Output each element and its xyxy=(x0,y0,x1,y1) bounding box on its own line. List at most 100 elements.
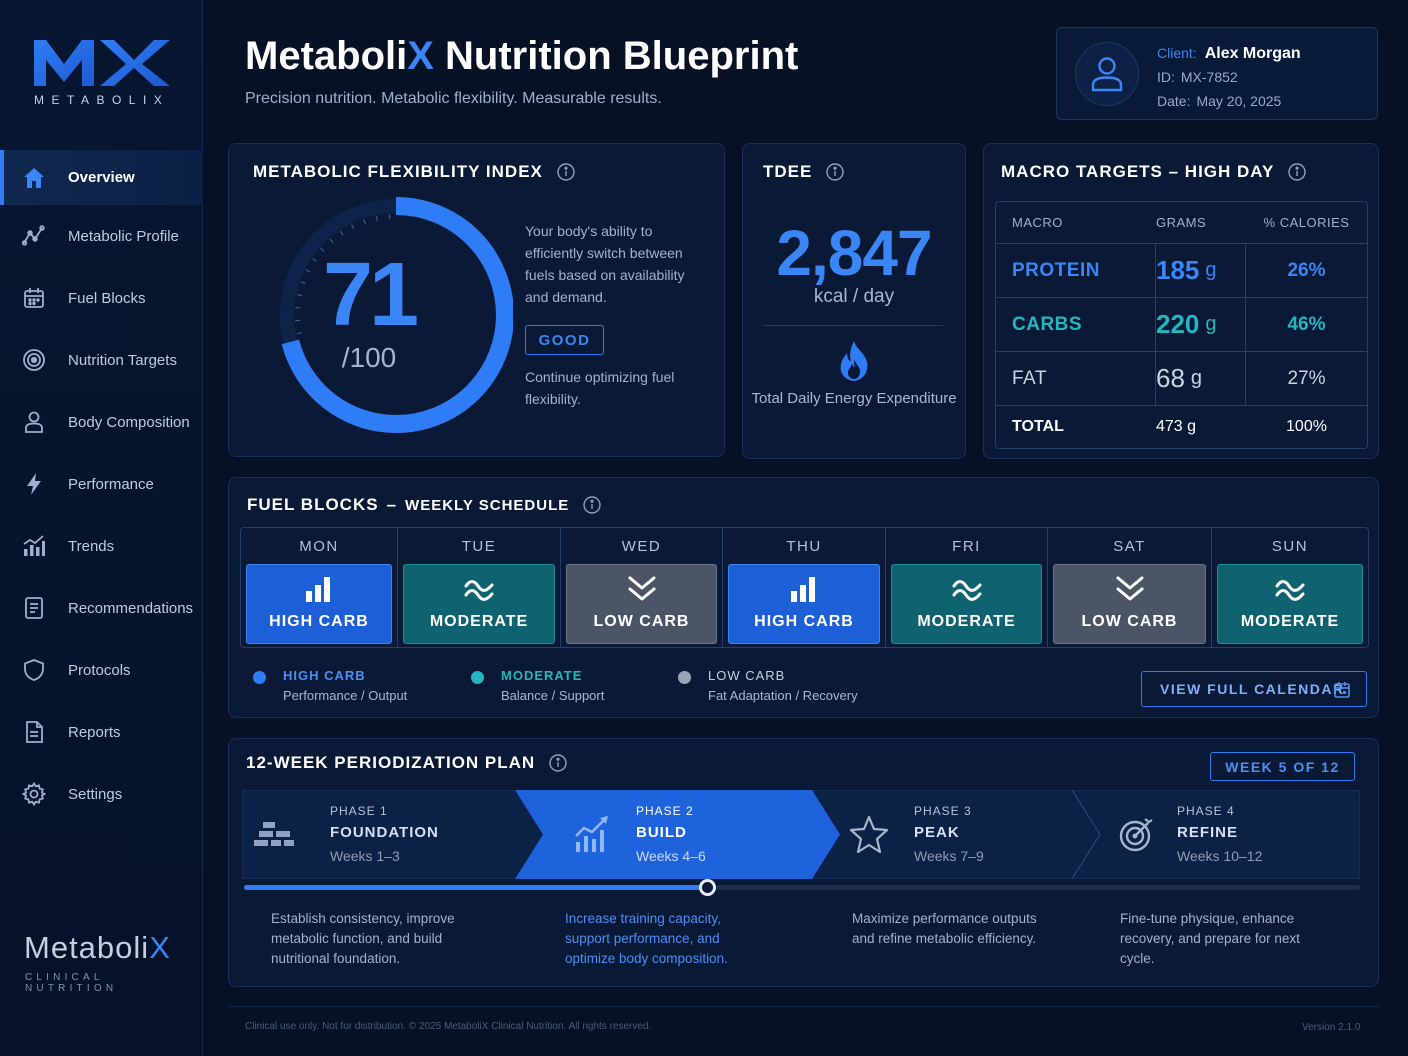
fuel-block-low-carb[interactable]: LOW CARB xyxy=(566,564,717,644)
sidebar-item-overview[interactable]: Overview xyxy=(0,150,203,205)
plan-progress-fill xyxy=(244,885,708,890)
home-icon xyxy=(22,166,46,190)
total-label: TOTAL xyxy=(1012,418,1064,435)
macro-title: MACRO TARGETS – HIGH DAY xyxy=(1001,162,1307,182)
mfi-gauge-arc xyxy=(278,197,513,433)
sidebar-item-recommendations[interactable]: Recommendations xyxy=(0,577,203,639)
table-row: FAT 68 g 27% xyxy=(996,351,1367,406)
brand-wordmark: MetaboliX xyxy=(24,930,171,966)
info-icon[interactable] xyxy=(557,163,575,181)
bar-chart-icon xyxy=(791,577,815,602)
plan-progress-handle[interactable] xyxy=(699,879,717,896)
legend-dot xyxy=(678,671,691,684)
view-full-calendar-button[interactable]: VIEW FULL CALENDAR xyxy=(1141,671,1367,707)
phase-3[interactable]: PHASE 3 PEAK Weeks 7–9 xyxy=(914,804,984,864)
info-icon[interactable] xyxy=(583,496,601,514)
week-badge: WEEK 5 OF 12 xyxy=(1210,752,1355,781)
fuel-block-label: MODERATE xyxy=(1240,613,1340,630)
sidebar-item-trends[interactable]: Trends xyxy=(0,515,203,577)
sidebar-item-performance[interactable]: Performance xyxy=(0,453,203,515)
macro-grams-value: 220 xyxy=(1156,309,1200,339)
sidebar-item-label: Performance xyxy=(68,475,154,493)
metabolix-logo[interactable] xyxy=(34,36,172,90)
gear-icon xyxy=(21,781,47,807)
legend-dot xyxy=(471,671,484,684)
phase-weeks: Weeks 4–6 xyxy=(636,848,706,864)
fuel-block-label: MODERATE xyxy=(429,613,529,630)
lightning-icon xyxy=(22,472,46,496)
info-icon[interactable] xyxy=(826,163,845,181)
calendar-icon xyxy=(1334,682,1350,698)
mfi-card: METABOLIC FLEXIBILITY INDEX 71 /100 Your… xyxy=(228,143,725,457)
macro-name: CARBS xyxy=(996,297,1156,352)
sidebar-item-protocols[interactable]: Protocols xyxy=(0,639,203,701)
gauge-tick xyxy=(312,257,317,262)
flame-icon xyxy=(840,341,868,381)
phase-number: PHASE 2 xyxy=(636,804,694,818)
macro-table: MACRO GRAMS % CALORIES PROTEIN 185 g 26% … xyxy=(995,201,1368,449)
info-icon[interactable] xyxy=(549,754,567,772)
sidebar-item-settings[interactable]: Settings xyxy=(0,763,203,825)
day-name: MON xyxy=(299,538,339,555)
fuel-block-moderate[interactable]: MODERATE xyxy=(891,564,1042,644)
phase-1-description: Establish consistency, improve metabolic… xyxy=(271,911,455,966)
sidebar-item-reports[interactable]: Reports xyxy=(0,701,203,763)
tdee-title-text: TDEE xyxy=(763,162,813,181)
mfi-score: 71 xyxy=(322,245,419,345)
fuel-block-moderate[interactable]: MODERATE xyxy=(1217,564,1363,644)
brand-wordmark-x: X xyxy=(149,930,171,965)
sidebar-item-metabolic-profile[interactable]: Metabolic Profile xyxy=(0,205,203,267)
fuel-blocks-card: FUEL BLOCKS – WEEKLY SCHEDULE MON HIGH C… xyxy=(228,477,1379,718)
gauge-tick xyxy=(296,293,303,297)
fuel-block-label: HIGH CARB xyxy=(754,613,854,630)
phase-2[interactable]: PHASE 2 BUILD Weeks 4–6 xyxy=(636,804,706,864)
phase-number: PHASE 1 xyxy=(330,804,388,818)
gauge-tick xyxy=(351,224,355,230)
fuel-block-moderate[interactable]: MODERATE xyxy=(403,564,555,644)
fuel-block-high-carb[interactable]: HIGH CARB xyxy=(246,564,392,644)
table-row: PROTEIN 185 g 26% xyxy=(996,243,1367,298)
sidebar-item-label: Fuel Blocks xyxy=(68,289,146,307)
day-name: WED xyxy=(621,538,662,555)
client-card[interactable]: Client: Alex Morgan ID: MX-7852 Date: May 2… xyxy=(1056,27,1378,120)
sidebar-item-label: Metabolic Profile xyxy=(68,227,179,245)
macro-grams-unit: g xyxy=(1205,313,1217,335)
page-title: MetaboliX Nutrition Blueprint xyxy=(245,34,798,79)
client-id-label: ID: xyxy=(1157,69,1175,85)
fuel-block-label: LOW CARB xyxy=(1081,613,1178,630)
report-icon xyxy=(22,720,46,744)
phase-weeks: Weeks 10–12 xyxy=(1177,848,1263,864)
client-name: Alex Morgan xyxy=(1204,45,1301,62)
phase-weeks: Weeks 7–9 xyxy=(914,848,984,864)
person-icon xyxy=(22,410,46,434)
info-icon[interactable] xyxy=(1288,163,1307,181)
client-date-label: Date: xyxy=(1157,93,1191,109)
sidebar-item-label: Body Composition xyxy=(68,413,190,431)
fuel-block-high-carb[interactable]: HIGH CARB xyxy=(728,564,880,644)
gauge-tick xyxy=(363,219,366,225)
macro-percent: 26% xyxy=(1287,259,1326,281)
phase-4[interactable]: PHASE 4 REFINE Weeks 10–12 xyxy=(1177,804,1262,864)
table-total-row: TOTAL 473 g 100% xyxy=(996,406,1367,448)
periodization-title: 12-WEEK PERIODIZATION PLAN xyxy=(246,753,567,773)
gauge-tick xyxy=(375,215,378,221)
sidebar-item-nutrition-targets[interactable]: Nutrition Targets xyxy=(0,329,203,391)
fuel-block-low-carb[interactable]: LOW CARB xyxy=(1053,564,1206,644)
fuel-blocks-title-b: WEEKLY SCHEDULE xyxy=(405,496,570,514)
sidebar-item-body-composition[interactable]: Body Composition xyxy=(0,391,203,453)
growth-chart-icon xyxy=(575,816,608,852)
target-icon xyxy=(22,348,46,372)
macro-percent: 46% xyxy=(1287,313,1326,335)
phase-name: FOUNDATION xyxy=(330,824,439,841)
day-column-wed: WED LOW CARB xyxy=(561,528,723,647)
sidebar-item-fuel-blocks[interactable]: Fuel Blocks xyxy=(0,267,203,329)
mfi-title-text: METABOLIC FLEXIBILITY INDEX xyxy=(253,162,543,181)
fuel-blocks-title-a: FUEL BLOCKS xyxy=(247,495,379,514)
column-header: MACRO xyxy=(1012,215,1063,230)
phase-2-description: Increase training capacity, support perf… xyxy=(565,911,728,966)
day-name: FRI xyxy=(952,538,981,555)
phase-number: PHASE 3 xyxy=(914,804,972,818)
phase-1[interactable]: PHASE 1 FOUNDATION Weeks 1–3 xyxy=(330,804,439,864)
phase-4-description: Fine-tune physique, enhance recovery, an… xyxy=(1120,911,1300,966)
fuel-block-label: LOW CARB xyxy=(593,613,690,630)
